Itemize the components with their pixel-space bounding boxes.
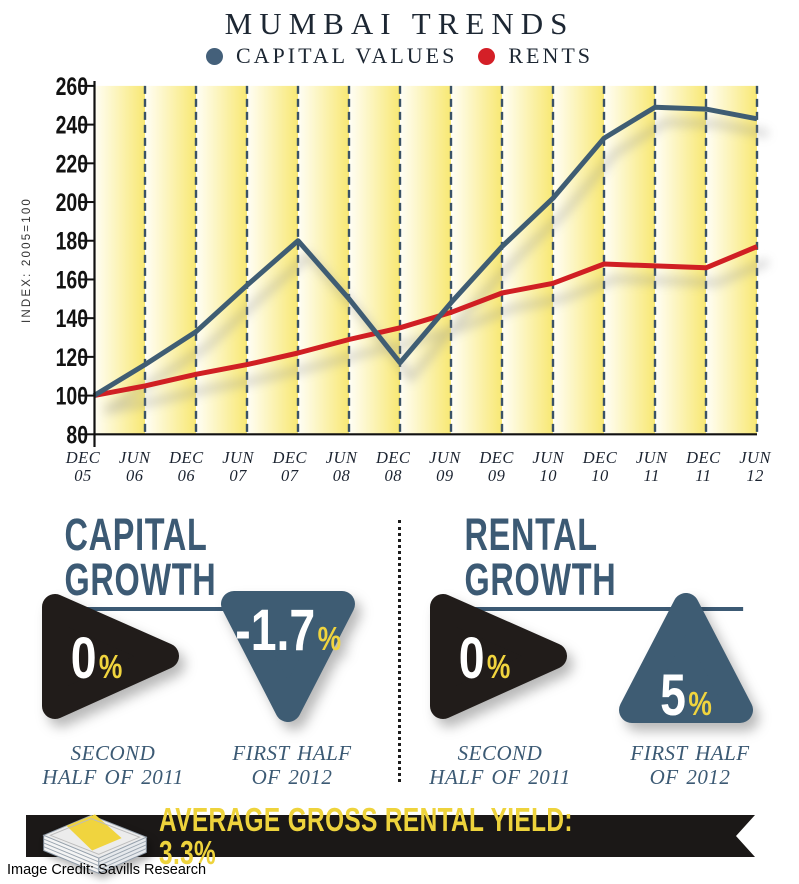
- stat-unit: %: [486, 648, 511, 685]
- page-title: MUMBAI TRENDS: [224, 6, 575, 41]
- rental-h2-2011-value: 0%: [439, 630, 529, 688]
- rental-h1-2012-stat: 5%: [612, 584, 760, 736]
- rental-growth-section: RENTAL GROWTH: [400, 512, 799, 611]
- trend-line-chart: 80100120140160180200220240260DEC05JUN06D…: [21, 75, 771, 485]
- x-axis-labels: DEC05JUN06DEC06JUN07DEC07JUN08DEC08JUN09…: [65, 448, 771, 485]
- x-tick-label: 08: [384, 466, 402, 485]
- capital-values-legend-label: CAPITAL VALUES: [235, 43, 458, 68]
- x-tick-label: 06: [178, 466, 196, 485]
- y-tick-label: 200: [56, 189, 88, 217]
- x-tick-label: DEC: [65, 448, 101, 467]
- x-tick-label: DEC: [582, 448, 618, 467]
- capital-values-line: [92, 104, 758, 398]
- x-tick-label: 10: [540, 466, 558, 485]
- x-tick-label: 07: [281, 466, 299, 485]
- money-stack-icon: [42, 814, 148, 875]
- x-tick-label: JUN: [739, 448, 771, 467]
- rental-h2-2011-caption: SECOND HALF OF 2011: [415, 741, 585, 789]
- caption-line: OF 2012: [649, 764, 731, 789]
- capital-h2-2011-value: 0%: [51, 630, 141, 688]
- y-axis-labels: 80 100 120 140 160 180 200 220 240 260: [56, 75, 94, 449]
- x-tick-label: DEC: [375, 448, 411, 467]
- x-tick-label: JUN: [326, 448, 358, 467]
- x-tick-label: 12: [746, 466, 764, 485]
- x-tick-label: 09: [488, 466, 506, 485]
- stat-unit: %: [317, 620, 341, 658]
- caption-line: SECOND: [70, 741, 156, 765]
- chart-legend: CAPITAL VALUES RENTS: [0, 43, 799, 69]
- x-tick-label: 05: [74, 466, 92, 485]
- rental-yield-text-wrap: AVERAGE GROSS RENTAL YIELD: 3.3%: [159, 803, 799, 869]
- y-tick-label: 180: [56, 228, 88, 256]
- y-tick-label: 100: [56, 383, 88, 411]
- x-tick-label: JUN: [119, 448, 151, 467]
- rents-legend-label: RENTS: [508, 43, 594, 68]
- caption-line: HALF OF 2011: [42, 764, 184, 789]
- up-triangle-icon: [619, 593, 753, 723]
- flat-right-triangle-icon: [42, 594, 179, 719]
- image-credit: Image Credit: Savills Research: [7, 862, 207, 878]
- down-triangle-icon: [221, 591, 355, 722]
- x-tick-label: 07: [229, 466, 247, 485]
- rental-h1-2012-caption: FIRST HALF OF 2012: [605, 741, 775, 789]
- y-tick-label: 160: [56, 266, 88, 294]
- caption-line: FIRST HALF: [232, 741, 352, 765]
- rents-legend-dot: [478, 47, 496, 65]
- x-tick-label: JUN: [636, 448, 668, 467]
- line-shadows: [103, 118, 770, 415]
- rental-yield-text: AVERAGE GROSS RENTAL YIELD: 3.3%: [159, 801, 573, 871]
- flat-right-triangle-icon: [430, 594, 567, 719]
- stat-number: 0: [70, 626, 97, 691]
- x-tick-label: 06: [126, 466, 144, 485]
- rental-yield-banner: [26, 815, 755, 857]
- y-tick-label: 260: [56, 75, 88, 101]
- x-tick-label: 08: [333, 466, 351, 485]
- caption-line: OF 2012: [251, 764, 333, 789]
- stat-unit: %: [98, 648, 123, 685]
- axes: [93, 81, 757, 447]
- x-tick-label: JUN: [429, 448, 461, 467]
- y-tick-label: 80: [66, 421, 88, 449]
- stat-number: -1.7: [235, 598, 316, 664]
- stripe-background: [94, 85, 757, 435]
- x-tick-label: DEC: [478, 448, 514, 467]
- x-tick-label: DEC: [685, 448, 721, 467]
- y-axis-title: INDEX: 2005=100: [21, 197, 33, 323]
- capital-growth-section: CAPITAL GROWTH: [0, 512, 399, 611]
- rental-h1-2012-value: 5%: [627, 667, 745, 725]
- x-tick-label: 11: [644, 466, 660, 485]
- rental-growth-heading: RENTAL GROWTH: [455, 512, 744, 611]
- x-tick-label: DEC: [168, 448, 204, 467]
- caption-line: SECOND: [457, 741, 543, 765]
- x-tick-label: JUN: [532, 448, 564, 467]
- capital-h1-2012-value: -1.7%: [235, 598, 341, 664]
- y-tick-label: 120: [56, 344, 88, 372]
- caption-line: HALF OF 2011: [429, 764, 571, 789]
- section-divider: [398, 520, 401, 782]
- x-tick-label: 09: [436, 466, 454, 485]
- vertical-gridlines: [143, 85, 759, 435]
- y-tick-label: 140: [56, 305, 88, 333]
- capital-h1-2012-caption: FIRST HALF OF 2012: [207, 741, 377, 789]
- rents-line: [93, 244, 758, 399]
- capital-values-legend-dot: [205, 47, 223, 65]
- capital-h1-2012-stat: -1.7%: [214, 584, 362, 736]
- y-tick-label: 240: [56, 112, 88, 140]
- x-tick-label: 10: [591, 466, 609, 485]
- x-tick-label: 11: [695, 466, 711, 485]
- x-tick-label: DEC: [272, 448, 308, 467]
- caption-line: FIRST HALF: [630, 741, 750, 765]
- capital-growth-heading: CAPITAL GROWTH: [55, 512, 344, 611]
- stat-unit: %: [688, 685, 712, 723]
- stat-number: 5: [660, 663, 686, 729]
- stat-number: 0: [458, 626, 485, 691]
- y-tick-label: 220: [56, 150, 88, 178]
- x-tick-label: JUN: [222, 448, 254, 467]
- rental-h2-2011-stat: 0%: [428, 583, 573, 735]
- capital-h2-2011-stat: 0%: [40, 583, 185, 735]
- capital-h2-2011-caption: SECOND HALF OF 2011: [28, 741, 198, 789]
